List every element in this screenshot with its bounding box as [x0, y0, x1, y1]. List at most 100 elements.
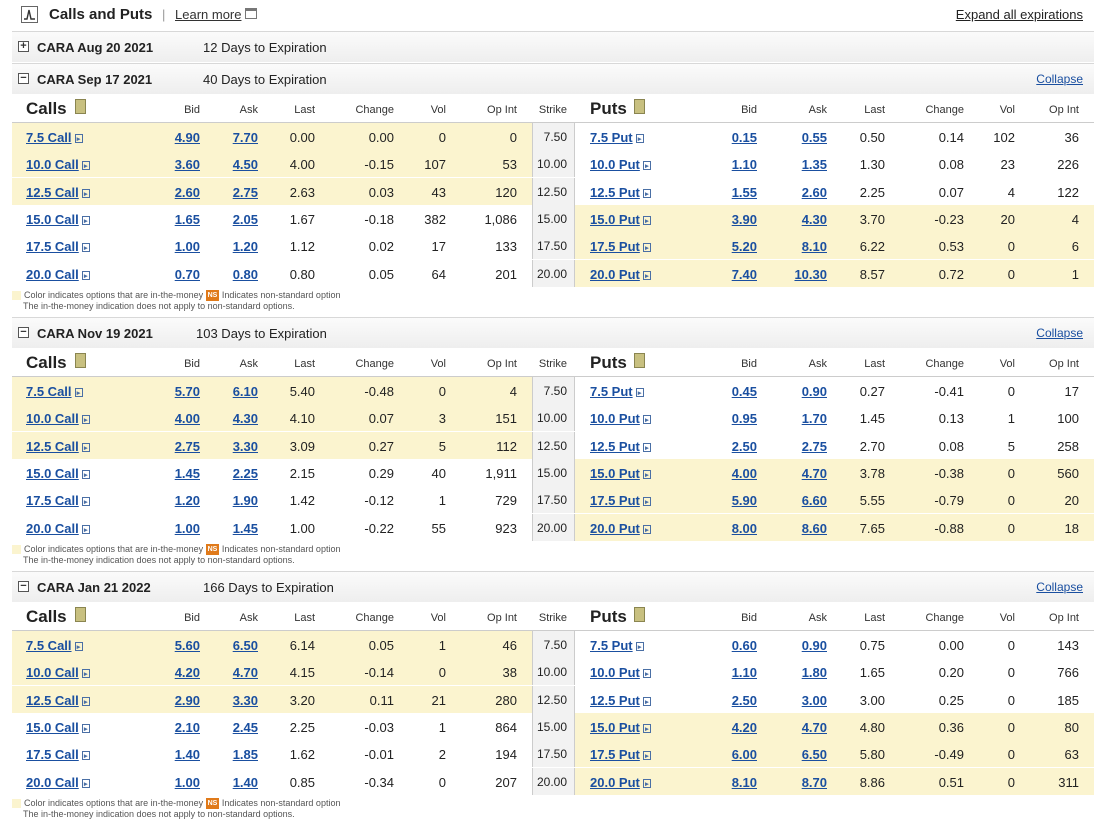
- details-arrow-icon[interactable]: ▸: [81, 497, 90, 507]
- put-link[interactable]: 15.0 Put ▸: [590, 720, 651, 735]
- put-bid[interactable]: 8.10: [731, 774, 757, 790]
- put-link[interactable]: 20.0 Put ▸: [590, 267, 651, 282]
- call-ask[interactable]: 1.40: [232, 774, 258, 790]
- details-arrow-icon[interactable]: ▸: [642, 696, 651, 706]
- details-arrow-icon[interactable]: ▸: [74, 134, 83, 144]
- put-ask[interactable]: 6.60: [801, 493, 827, 509]
- call-bid[interactable]: 5.70: [174, 384, 200, 399]
- put-link[interactable]: 12.5 Put ▸: [590, 693, 651, 708]
- details-arrow-icon[interactable]: ▸: [642, 415, 651, 425]
- put-bid[interactable]: 6.00: [731, 747, 757, 763]
- call-link[interactable]: 10.0 Call ▸: [26, 411, 90, 426]
- call-ask[interactable]: 2.75: [232, 184, 258, 200]
- put-link[interactable]: 10.0 Put ▸: [590, 665, 651, 680]
- details-arrow-icon[interactable]: ▸: [81, 161, 90, 171]
- call-bid[interactable]: 4.90: [174, 130, 200, 145]
- put-ask[interactable]: 8.70: [801, 774, 827, 790]
- put-link[interactable]: 17.5 Put ▸: [590, 239, 651, 254]
- put-ask[interactable]: 4.70: [801, 465, 827, 481]
- put-bid[interactable]: 4.00: [731, 465, 757, 481]
- call-link[interactable]: 15.0 Call ▸: [26, 466, 90, 481]
- call-ask[interactable]: 2.45: [232, 719, 258, 735]
- call-bid[interactable]: 5.60: [174, 638, 200, 653]
- details-arrow-icon[interactable]: ▸: [81, 669, 90, 679]
- details-arrow-icon[interactable]: ▸: [81, 215, 90, 225]
- call-ask[interactable]: 1.90: [232, 493, 258, 509]
- put-bid[interactable]: 0.95: [731, 411, 757, 427]
- details-arrow-icon[interactable]: ▸: [81, 415, 90, 425]
- call-bid[interactable]: 1.20: [174, 493, 200, 509]
- call-link[interactable]: 15.0 Call ▸: [26, 212, 90, 227]
- put-ask[interactable]: 8.60: [801, 520, 827, 536]
- learn-more-link[interactable]: Learn more: [175, 7, 242, 22]
- details-arrow-icon[interactable]: ▸: [642, 751, 651, 761]
- expand-toggle-icon[interactable]: +: [18, 41, 29, 52]
- collapse-toggle-icon[interactable]: −: [18, 581, 29, 592]
- put-link[interactable]: 7.5 Put ▸: [590, 384, 644, 399]
- put-link[interactable]: 10.0 Put ▸: [590, 411, 651, 426]
- details-arrow-icon[interactable]: ▸: [81, 442, 90, 452]
- details-arrow-icon[interactable]: ▸: [81, 723, 90, 733]
- put-link[interactable]: 15.0 Put ▸: [590, 466, 651, 481]
- call-ask[interactable]: 4.50: [232, 157, 258, 173]
- details-arrow-icon[interactable]: ▸: [642, 524, 651, 534]
- put-link[interactable]: 7.5 Put ▸: [590, 130, 644, 145]
- details-arrow-icon[interactable]: ▸: [642, 723, 651, 733]
- details-arrow-icon[interactable]: ▸: [81, 270, 90, 280]
- call-ask[interactable]: 2.25: [232, 465, 258, 481]
- call-ask[interactable]: 6.10: [232, 384, 258, 399]
- details-arrow-icon[interactable]: ▸: [81, 243, 90, 253]
- call-bid[interactable]: 2.10: [174, 719, 200, 735]
- call-bid[interactable]: 1.65: [174, 211, 200, 227]
- call-bid[interactable]: 2.60: [174, 184, 200, 200]
- call-ask[interactable]: 7.70: [232, 130, 258, 145]
- call-bid[interactable]: 2.75: [174, 438, 200, 454]
- calculator-icon[interactable]: [634, 99, 645, 114]
- call-ask[interactable]: 2.05: [232, 211, 258, 227]
- call-link[interactable]: 12.5 Call ▸: [26, 693, 90, 708]
- details-arrow-icon[interactable]: ▸: [642, 161, 651, 171]
- collapse-link[interactable]: Collapse: [1036, 580, 1083, 594]
- collapse-link[interactable]: Collapse: [1036, 326, 1083, 340]
- put-bid[interactable]: 0.15: [731, 130, 757, 145]
- put-link[interactable]: 17.5 Put ▸: [590, 493, 651, 508]
- call-ask[interactable]: 3.30: [232, 692, 258, 708]
- put-ask[interactable]: 2.60: [801, 184, 827, 200]
- call-link[interactable]: 10.0 Call ▸: [26, 665, 90, 680]
- call-ask[interactable]: 1.20: [232, 239, 258, 255]
- call-link[interactable]: 12.5 Call ▸: [26, 185, 90, 200]
- call-link[interactable]: 20.0 Call ▸: [26, 521, 90, 536]
- details-arrow-icon[interactable]: ▸: [81, 696, 90, 706]
- put-bid[interactable]: 5.20: [731, 239, 757, 255]
- put-bid[interactable]: 0.45: [731, 384, 757, 399]
- put-ask[interactable]: 3.00: [801, 692, 827, 708]
- details-arrow-icon[interactable]: ▸: [642, 442, 651, 452]
- expiration-name[interactable]: CARA Aug 20 2021: [37, 40, 154, 55]
- details-arrow-icon[interactable]: ▸: [81, 778, 90, 788]
- collapse-toggle-icon[interactable]: −: [18, 73, 29, 84]
- put-ask[interactable]: 0.90: [801, 384, 827, 399]
- put-ask[interactable]: 4.30: [801, 211, 827, 227]
- put-link[interactable]: 15.0 Put ▸: [590, 212, 651, 227]
- put-link[interactable]: 20.0 Put ▸: [590, 775, 651, 790]
- put-link[interactable]: 17.5 Put ▸: [590, 747, 651, 762]
- call-link[interactable]: 17.5 Call ▸: [26, 239, 90, 254]
- details-arrow-icon[interactable]: ▸: [74, 642, 83, 652]
- put-ask[interactable]: 0.55: [801, 130, 827, 145]
- call-ask[interactable]: 1.45: [232, 520, 258, 536]
- details-arrow-icon[interactable]: ▸: [642, 497, 651, 507]
- call-ask[interactable]: 1.85: [232, 747, 258, 763]
- details-arrow-icon[interactable]: ▸: [635, 388, 644, 398]
- details-arrow-icon[interactable]: ▸: [642, 188, 651, 198]
- put-ask[interactable]: 4.70: [801, 719, 827, 735]
- put-bid[interactable]: 2.50: [731, 692, 757, 708]
- put-bid[interactable]: 3.90: [731, 211, 757, 227]
- expiration-name[interactable]: CARA Jan 21 2022: [37, 580, 151, 595]
- details-arrow-icon[interactable]: ▸: [642, 215, 651, 225]
- put-ask[interactable]: 2.75: [801, 438, 827, 454]
- call-bid[interactable]: 0.70: [174, 266, 200, 282]
- put-link[interactable]: 10.0 Put ▸: [590, 157, 651, 172]
- put-bid[interactable]: 1.10: [731, 665, 757, 681]
- call-bid[interactable]: 1.00: [174, 520, 200, 536]
- call-bid[interactable]: 4.20: [174, 665, 200, 681]
